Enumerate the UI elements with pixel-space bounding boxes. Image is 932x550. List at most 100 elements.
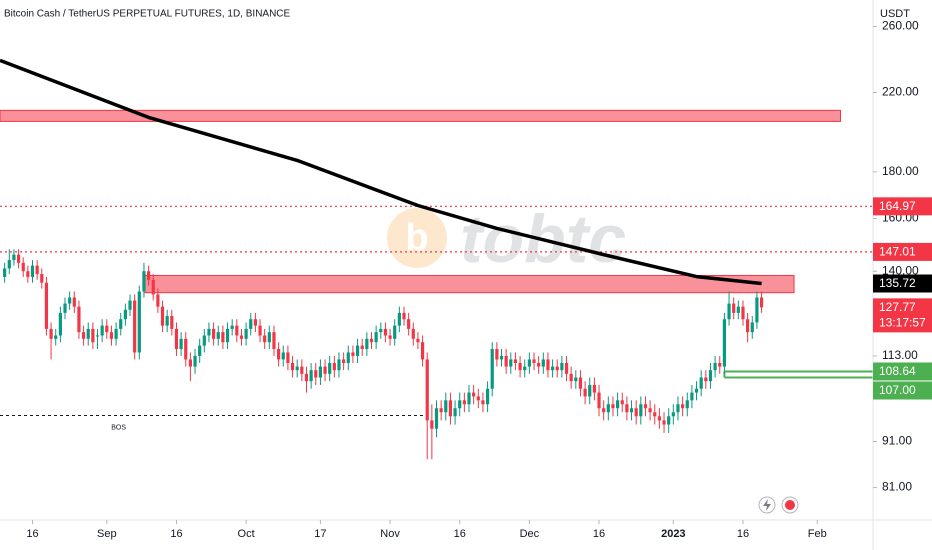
candle-body	[616, 400, 620, 409]
candle-body	[72, 297, 76, 307]
candle-body	[281, 352, 285, 360]
candle-body	[653, 412, 657, 417]
candle-body	[253, 319, 257, 326]
price-tag	[873, 242, 932, 261]
candle-body	[318, 366, 323, 378]
x-tick-label: 16	[26, 528, 38, 540]
chart-title: Bitcoin Cash / TetherUS PERPETUAL FUTURE…	[4, 9, 291, 20]
x-tick-label: 16	[737, 528, 749, 540]
candle-body	[30, 265, 35, 277]
price-tag	[873, 274, 932, 293]
candle-body	[314, 370, 318, 378]
candle-body	[588, 384, 592, 397]
candle-body	[643, 404, 648, 409]
candle-body	[681, 404, 685, 409]
candle-body	[667, 416, 671, 425]
candle-body	[513, 359, 518, 363]
candle-body	[592, 384, 596, 393]
candle-body	[467, 392, 471, 405]
candle-body	[569, 373, 573, 382]
candle-body	[170, 316, 174, 329]
y-tick-label: 113.00	[882, 348, 918, 362]
axes: 81.0091.00113.00140.00160.00180.00220.00…	[26, 19, 932, 540]
candle-body	[699, 377, 703, 389]
candle-body	[369, 338, 374, 343]
candle-body	[355, 345, 360, 356]
candle-body	[156, 294, 160, 307]
candle-body	[722, 319, 727, 367]
candle-body	[77, 306, 81, 333]
candle-body	[462, 400, 466, 405]
candle-body	[583, 388, 587, 397]
y-tick-label: 180.00	[882, 164, 919, 178]
candle-body	[485, 388, 490, 405]
candle-body	[383, 328, 388, 336]
candle-body	[694, 388, 699, 393]
candle-body	[26, 271, 30, 277]
candle-body	[332, 362, 336, 371]
candle-body	[49, 328, 53, 339]
candle-body	[290, 362, 295, 371]
candle-body	[142, 271, 146, 292]
candle-body	[546, 359, 550, 371]
supply-zone	[0, 109, 841, 122]
candle-body	[504, 355, 508, 367]
candle-body	[671, 412, 675, 417]
candle-body	[346, 352, 350, 363]
candle-body	[221, 332, 225, 343]
candle-body	[560, 362, 564, 371]
candle-body	[541, 359, 545, 367]
candle-body	[114, 328, 118, 339]
candle-body	[272, 332, 276, 349]
candle-body	[606, 404, 610, 413]
x-tick-label: 2023	[661, 528, 685, 540]
candle-body	[620, 400, 624, 405]
bos-label: BOS	[111, 424, 126, 431]
candle-body	[444, 400, 448, 413]
x-tick-label: Oct	[238, 528, 255, 540]
candle-body	[263, 335, 267, 343]
candle-body	[21, 262, 25, 272]
candle-body	[235, 325, 239, 336]
candle-body	[639, 404, 643, 417]
candle-body	[207, 328, 211, 336]
candle-body	[365, 338, 369, 349]
candle-body	[472, 392, 476, 397]
x-tick-label: 16	[454, 528, 466, 540]
candle-body	[146, 271, 151, 280]
candle-body	[7, 260, 11, 269]
price-tag-label: 107.00	[879, 383, 916, 397]
y-tick-label: 260.00	[882, 19, 919, 33]
price-tag-label: 127.77	[879, 300, 916, 314]
candle-body	[54, 335, 58, 339]
x-tick-label: 16	[170, 528, 182, 540]
candle-body	[151, 279, 155, 295]
candle-body	[212, 328, 216, 339]
moving-average	[0, 58, 762, 286]
candle-body	[657, 416, 661, 421]
x-tick-label: Feb	[808, 528, 827, 540]
candle-body	[407, 319, 411, 329]
candle-body	[402, 312, 406, 320]
candle-body	[476, 396, 480, 401]
candle-body	[448, 400, 453, 417]
x-tick-label: 17	[314, 528, 326, 540]
candle-body	[58, 312, 62, 336]
price-tag	[873, 197, 932, 216]
candle-body	[662, 420, 666, 425]
candle-body	[625, 404, 629, 413]
candle-body	[133, 300, 137, 353]
candle-body	[309, 370, 313, 382]
candle-body	[597, 392, 601, 409]
candle-body	[732, 303, 736, 313]
y-tick-label: 140.00	[882, 263, 919, 277]
countdown-label: 13:17:57	[879, 316, 926, 330]
candle-body	[225, 328, 230, 343]
candle-body	[277, 348, 281, 360]
candle-body	[718, 362, 722, 367]
candle-body	[602, 408, 606, 413]
candle-body	[518, 362, 522, 371]
candle-body	[68, 297, 72, 304]
x-tick-label: Nov	[380, 528, 400, 540]
